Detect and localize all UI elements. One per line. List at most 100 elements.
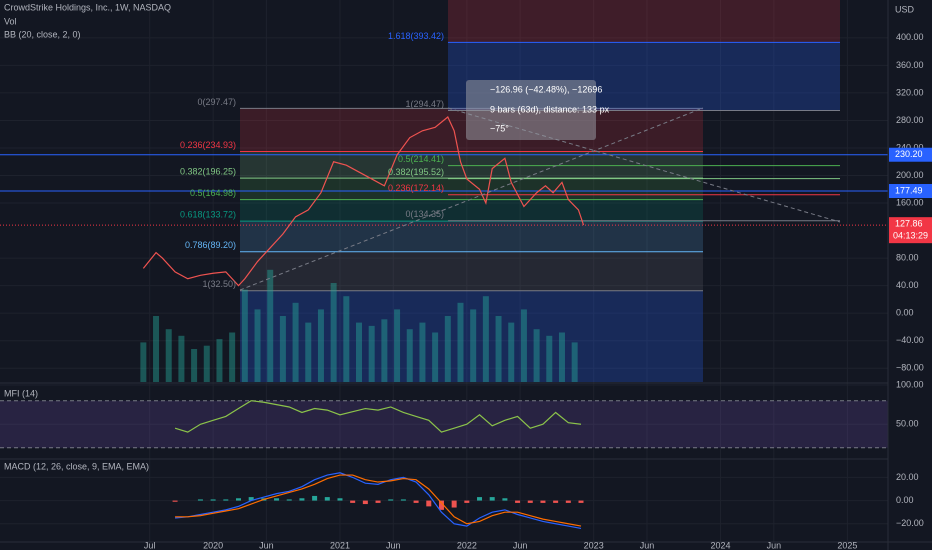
price-tag-label: 177.49 bbox=[895, 185, 923, 195]
macd-histogram-bar bbox=[274, 498, 280, 501]
y-tick-label: 20.00 bbox=[896, 472, 919, 482]
fib-label: 0.5(164.98) bbox=[190, 188, 236, 198]
last-price-tag bbox=[889, 217, 932, 244]
currency-label: USD bbox=[895, 4, 915, 14]
ext-label: 0.382(195.52) bbox=[388, 167, 444, 177]
ext-label: 1.618(393.42) bbox=[388, 31, 444, 41]
volume-bar bbox=[546, 335, 553, 382]
y-tick-label: −40.00 bbox=[896, 335, 924, 345]
volume-bar bbox=[254, 309, 261, 382]
macd-histogram-bar bbox=[312, 495, 318, 501]
macd-histogram-bar bbox=[375, 500, 381, 503]
y-tick-label: −20.00 bbox=[896, 518, 924, 528]
x-tick-label: 2023 bbox=[584, 540, 604, 550]
price-line-series bbox=[142, 116, 585, 287]
mfi-label: MFI (14) bbox=[4, 388, 38, 398]
x-tick-label: Jun bbox=[386, 540, 401, 550]
price-tag bbox=[889, 147, 932, 162]
signal-line bbox=[175, 474, 582, 527]
macd-histogram-bar bbox=[451, 500, 457, 508]
x-tick-label: 2021 bbox=[330, 540, 350, 550]
macd-histogram-bar bbox=[388, 499, 394, 501]
macd-histogram-bar bbox=[362, 500, 368, 505]
y-tick-label: 400.00 bbox=[896, 32, 924, 42]
x-tick-label: Jun bbox=[259, 540, 274, 550]
macd-histogram-bar bbox=[248, 497, 254, 501]
macd-histogram-bar bbox=[540, 500, 546, 503]
fib-zone bbox=[240, 221, 703, 252]
macd-histogram-bar bbox=[502, 498, 508, 501]
volume-bar bbox=[216, 339, 223, 382]
macd-histogram-bar bbox=[565, 500, 571, 503]
x-tick-label: 2025 bbox=[837, 540, 857, 550]
volume-bar bbox=[571, 342, 578, 382]
macd-histogram-bar bbox=[286, 499, 292, 501]
macd-histogram-bar bbox=[172, 500, 178, 502]
macd-histogram-bar bbox=[299, 498, 305, 501]
volume-label: Vol bbox=[4, 16, 17, 26]
macd-histogram-bar bbox=[413, 500, 419, 503]
volume-bar bbox=[508, 322, 515, 382]
measure-box: −126.96 (−42.48%), −12696 9 bars (63d), … bbox=[466, 80, 610, 140]
x-tick-label: Jun bbox=[513, 540, 528, 550]
fib-zone bbox=[240, 290, 703, 382]
volume-bar bbox=[457, 302, 464, 382]
chart-title: CrowdStrike Holdings, Inc., 1W, NASDAQ bbox=[4, 2, 171, 12]
indicator-label: BB (20, close, 2, 0) bbox=[4, 29, 81, 39]
volume-bar bbox=[165, 329, 172, 382]
x-tick-label: Jun bbox=[640, 540, 655, 550]
macd-histogram-bar bbox=[350, 500, 356, 503]
volume-bar bbox=[482, 296, 489, 382]
measure-text: −126.96 (−42.48%), −12696 bbox=[490, 84, 602, 94]
volume-bar bbox=[229, 332, 236, 382]
volume-bar bbox=[203, 345, 210, 382]
y-tick-label: 240.00 bbox=[896, 142, 924, 152]
fib-label: 0(297.47) bbox=[197, 97, 236, 107]
y-tick-label: 100.00 bbox=[896, 379, 924, 389]
x-tick-label: 2020 bbox=[203, 540, 223, 550]
volume-bar bbox=[140, 342, 147, 382]
y-tick-label: 280.00 bbox=[896, 115, 924, 125]
volume-bar bbox=[241, 289, 248, 382]
volume-bar bbox=[394, 309, 401, 382]
y-tick-label: 0.00 bbox=[896, 308, 914, 318]
volume-bar bbox=[178, 335, 185, 382]
fib-zone bbox=[240, 199, 703, 222]
measure-text: −75° bbox=[490, 123, 509, 133]
y-tick-label: 200.00 bbox=[896, 170, 924, 180]
macd-histogram-bar bbox=[553, 500, 559, 503]
measure-bg bbox=[466, 80, 596, 140]
x-tick-label: Jul bbox=[144, 540, 156, 550]
fib-label: 0.618(133.72) bbox=[180, 210, 236, 220]
volume-bar bbox=[368, 325, 375, 382]
volume-bar bbox=[292, 302, 299, 382]
macd-histogram-bar bbox=[464, 500, 470, 503]
macd-histogram-bar bbox=[400, 499, 406, 501]
ext-label: 0.236(172.14) bbox=[388, 183, 444, 193]
y-tick-label: 40.00 bbox=[896, 280, 919, 290]
macd-histogram-bar bbox=[578, 500, 584, 503]
fib-label: 1(32.50) bbox=[202, 279, 236, 289]
price-line-series bbox=[174, 400, 582, 433]
y-tick-label: 320.00 bbox=[896, 87, 924, 97]
macd-histogram-bar bbox=[235, 498, 241, 501]
volume-bar bbox=[406, 329, 413, 382]
fib-label: 0.786(89.20) bbox=[185, 240, 236, 250]
x-tick-label: Jun bbox=[767, 540, 782, 550]
volume-bar bbox=[495, 316, 502, 382]
y-tick-label: 0.00 bbox=[896, 495, 914, 505]
volume-bar bbox=[356, 322, 363, 382]
y-tick-label: −80.00 bbox=[896, 363, 924, 373]
macd-histogram-bar bbox=[438, 500, 444, 510]
volume-bar bbox=[419, 322, 426, 382]
volume-bar bbox=[343, 296, 350, 382]
ext-label: 1(294.47) bbox=[405, 99, 444, 109]
y-tick-label: 360.00 bbox=[896, 60, 924, 70]
macd-histogram-bar bbox=[223, 499, 229, 501]
macd-histogram-bar bbox=[210, 499, 216, 501]
volume-bar bbox=[381, 319, 388, 382]
fib-label: 0.382(196.25) bbox=[180, 166, 236, 176]
macd-histogram-bar bbox=[515, 500, 521, 503]
measure-text: 9 bars (63d), distance: 133 px bbox=[490, 104, 610, 114]
ext-zone bbox=[448, 0, 840, 43]
